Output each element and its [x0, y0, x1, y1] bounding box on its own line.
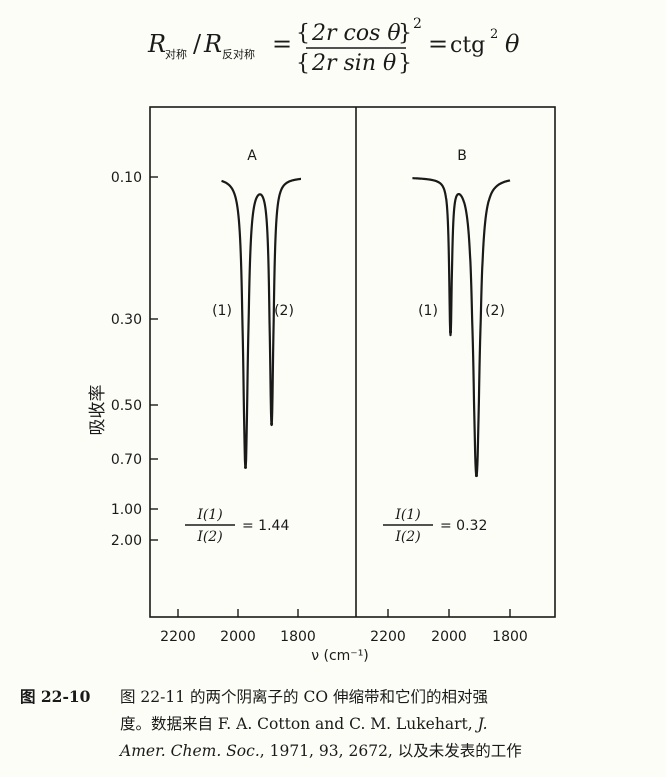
- panel-label: A: [247, 148, 257, 164]
- y-tick-label: 0.30: [111, 312, 142, 328]
- ir-spectra-chart: 吸收率 0.10 0.30 0.50 0.70 1.00 2.00 2200 2000 180…: [88, 106, 556, 664]
- spectrum-line: [411, 177, 511, 477]
- intensity-ratio: I(1) I(2) = 1.44: [185, 507, 289, 545]
- svg-text:R: R: [147, 30, 166, 58]
- y-tick-label: 0.10: [111, 170, 142, 186]
- formula-rhs-var: θ: [505, 30, 520, 58]
- svg-text:}: }: [398, 51, 412, 76]
- y-tick-label: 1.00: [111, 502, 142, 518]
- caption-line2-journal: J.: [477, 715, 488, 733]
- peak-label: (2): [274, 303, 294, 319]
- ratio-numerator: I(1): [196, 507, 222, 523]
- x-axis: 2200 2000 1800 2200 2000 1800: [160, 609, 528, 645]
- x-tick-label: 2200: [370, 629, 406, 645]
- spectrum-line: [220, 177, 302, 469]
- caption-line3: , 1971, 93, 2672, 以及未发表的工作: [259, 742, 522, 760]
- y-tick-label: 0.50: [111, 398, 142, 414]
- y-axis-label: 吸收率: [88, 385, 108, 436]
- svg-text:}: }: [398, 21, 412, 46]
- peak-point: [270, 422, 274, 426]
- panel-a: A (1) (2) I(1) I(2) = 1.44: [185, 148, 302, 545]
- formula-sub-symmetric: 对称: [165, 47, 187, 61]
- svg-text:=: =: [272, 30, 292, 58]
- svg-text:R: R: [203, 30, 222, 58]
- x-tick-label: 1800: [492, 629, 528, 645]
- formula-exponent: 2: [413, 16, 422, 32]
- peak-point: [244, 465, 247, 469]
- svg-text:=: =: [428, 30, 448, 58]
- formula-numerator: 2r cos θ: [311, 21, 401, 46]
- peak-label: (2): [485, 303, 505, 319]
- peak-label: (1): [418, 303, 438, 319]
- x-tick-label: 2000: [220, 629, 256, 645]
- caption-line1: 图 22-11 的两个阴离子的 CO 伸缩带和它们的相对强: [120, 688, 488, 706]
- ratio-numerator: I(1): [394, 507, 420, 523]
- formula-rhs: ctg: [450, 33, 485, 58]
- peak-point: [449, 330, 453, 334]
- y-axis: 0.10 0.30 0.50 0.70 1.00 2.00: [111, 170, 158, 549]
- svg-text:/: /: [193, 30, 202, 58]
- ratio-value: = 1.44: [242, 518, 289, 534]
- x-tick-label: 1800: [280, 629, 316, 645]
- ratio-value: = 0.32: [440, 518, 487, 534]
- plot-frame: [149, 106, 556, 618]
- peak-label: (1): [212, 303, 232, 319]
- formula-sub-antisymmetric: 反对称: [222, 47, 255, 61]
- ratio-denominator: I(2): [394, 529, 420, 545]
- x-tick-label: 2000: [431, 629, 467, 645]
- svg-text:{: {: [296, 21, 310, 46]
- figure-caption: 图 22-10 图 22-11 的两个阴离子的 CO 伸缩带和它们的相对强 度。数…: [20, 683, 650, 765]
- ratio-denominator: I(2): [196, 529, 222, 545]
- panel-b: B (1) (2) I(1) I(2) = 0.32: [383, 148, 511, 545]
- svg-text:{: {: [296, 51, 310, 76]
- x-tick-label: 2200: [160, 629, 196, 645]
- caption-label: 图 22-10: [20, 687, 91, 706]
- peak-point: [474, 474, 478, 478]
- intensity-ratio: I(1) I(2) = 0.32: [383, 507, 487, 545]
- formula-rhs-exponent: 2: [490, 27, 498, 42]
- caption-line2: 度。数据来自 F. A. Cotton and C. M. Lukehart,: [120, 715, 478, 733]
- y-tick-label: 0.70: [111, 452, 142, 468]
- ratio-formula: R 对称 / R 反对称 = { { 2r cos θ 2r sin θ } }…: [147, 16, 520, 76]
- formula-denominator: 2r sin θ: [311, 51, 396, 76]
- x-axis-label: ν (cm⁻¹): [311, 648, 369, 664]
- y-tick-label: 2.00: [111, 533, 142, 549]
- panel-label: B: [457, 148, 467, 164]
- caption-journal: Amer. Chem. Soc.: [120, 742, 260, 760]
